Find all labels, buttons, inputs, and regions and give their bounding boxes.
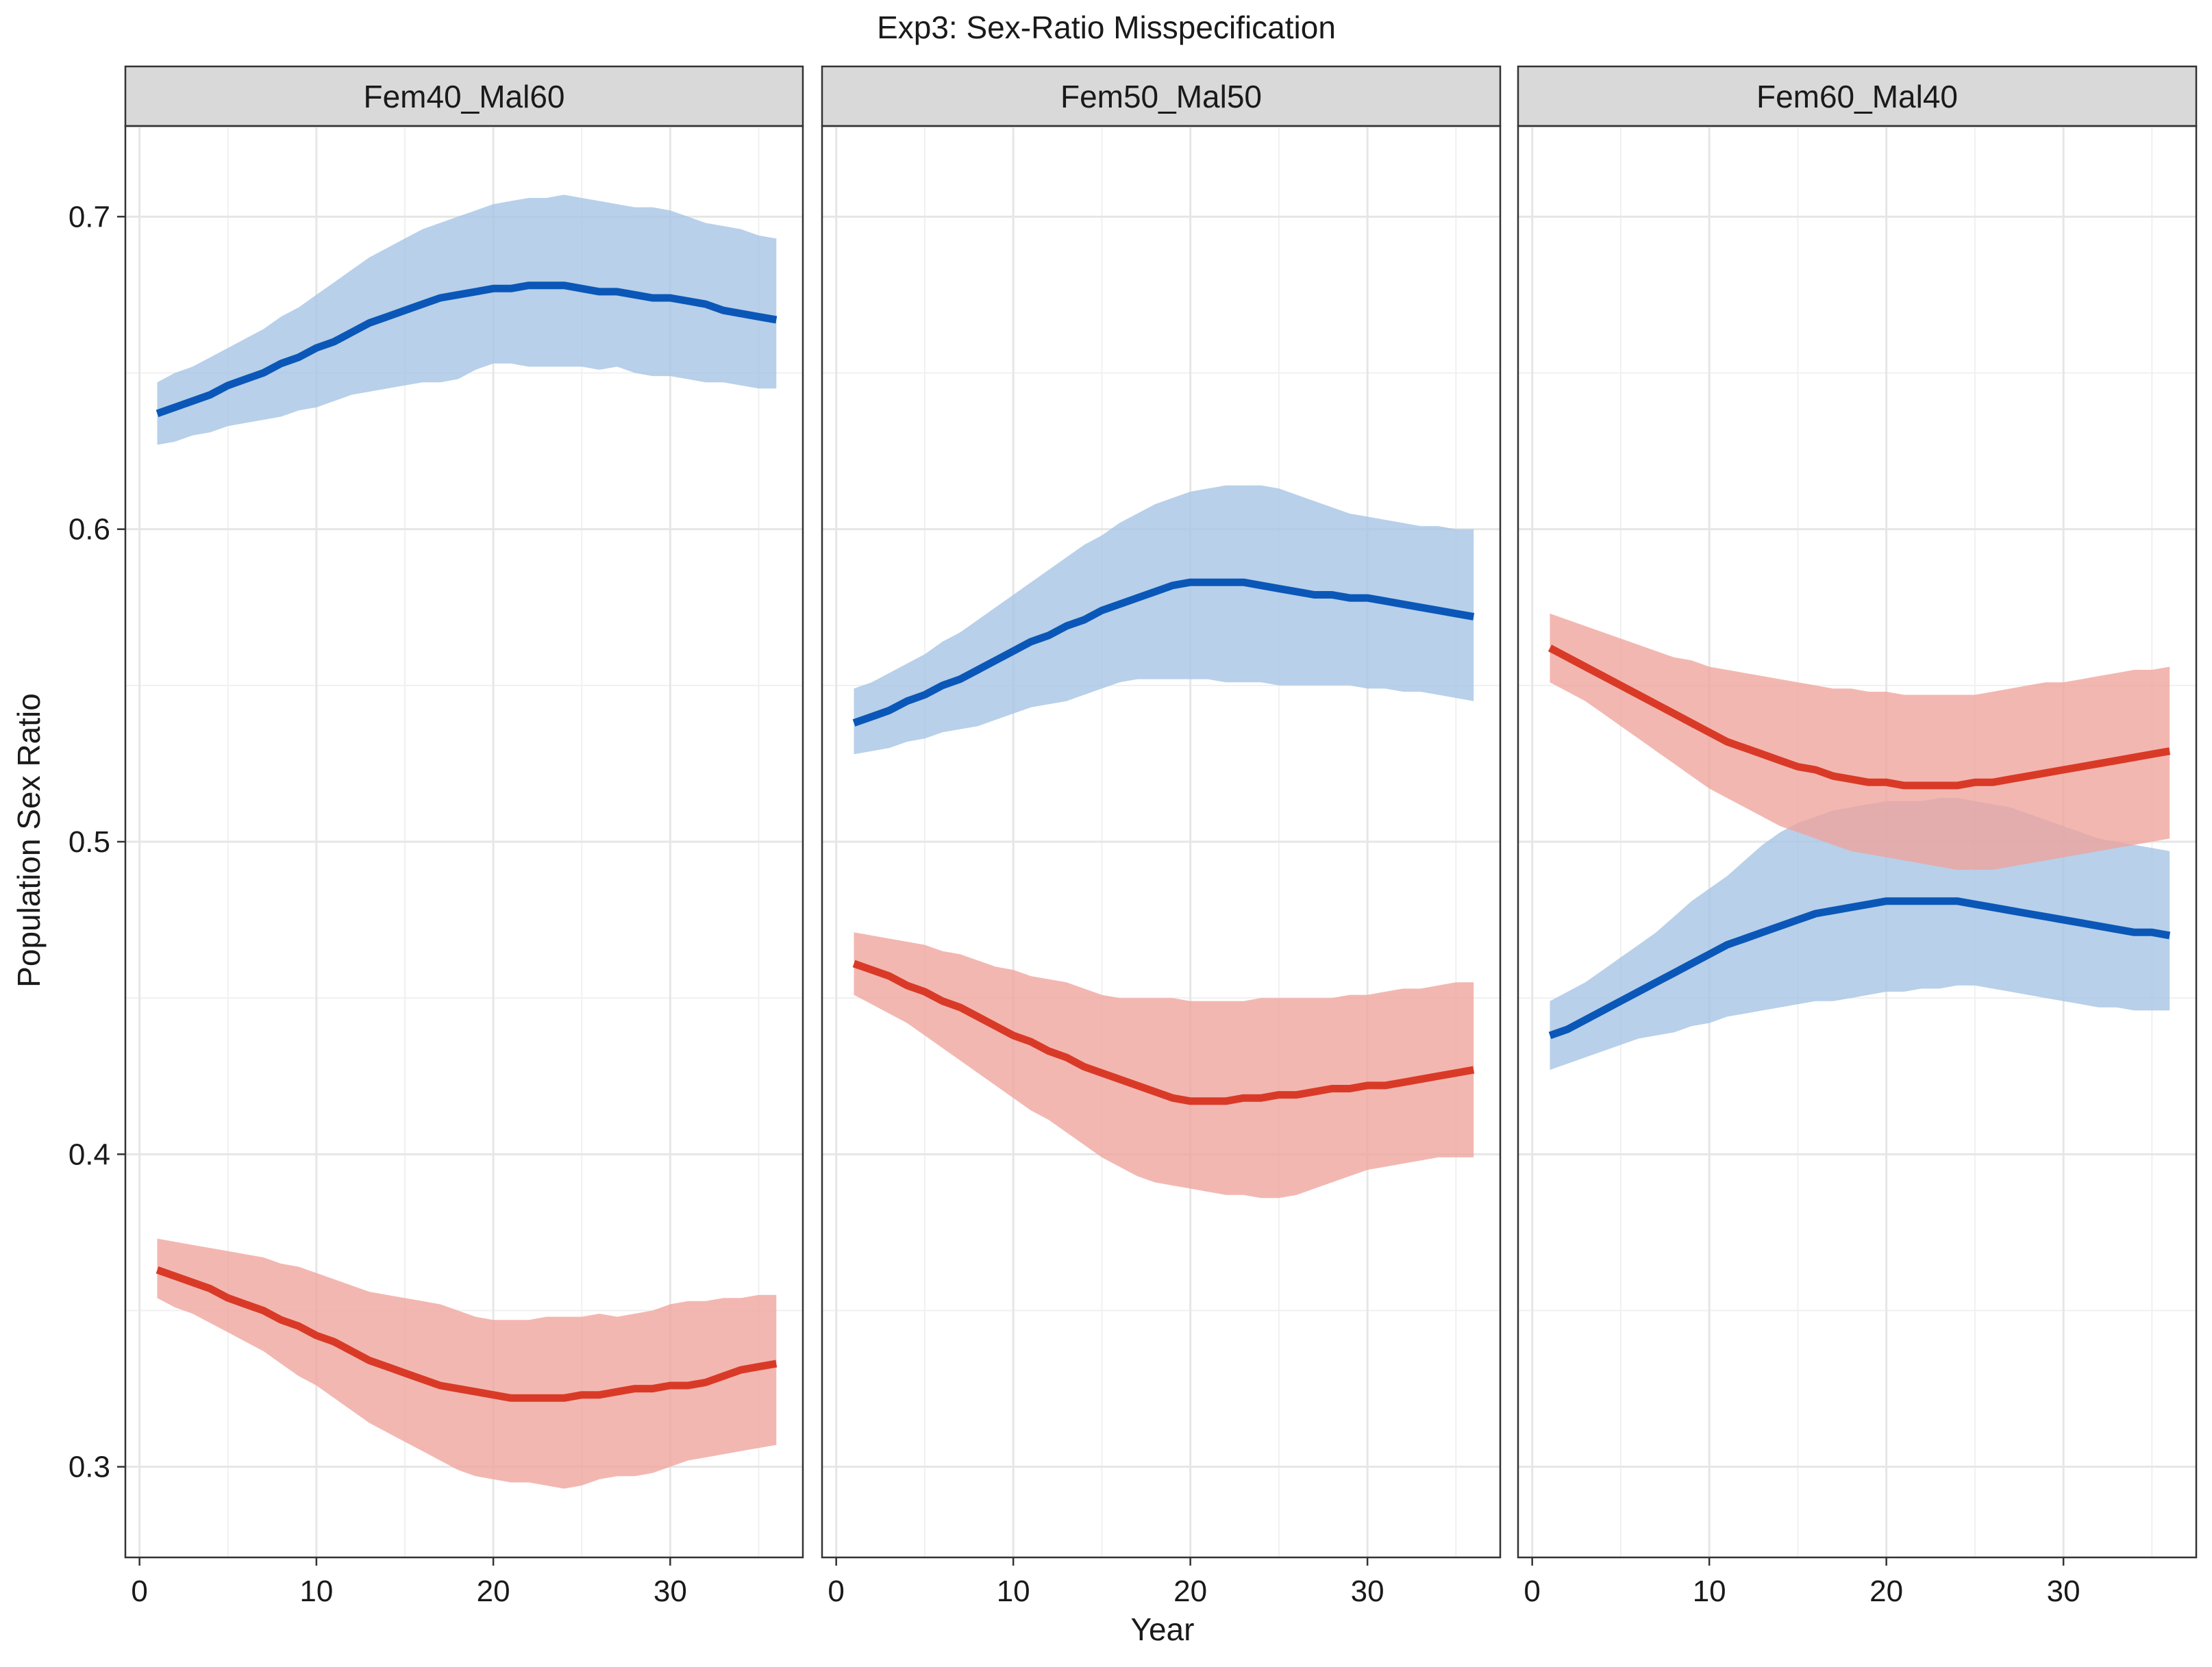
x-tick-label: 0 (828, 1575, 844, 1608)
x-tick-label: 20 (1173, 1575, 1207, 1608)
panels-layer: Fem40_Mal60 0 10 20 30 0.3 0.4 0.5 0.6 0.7 Fem50_M… (69, 65, 2198, 1608)
facet-strip (124, 65, 804, 127)
facet-strip-label: Fem60_Mal40 (1756, 79, 1958, 114)
x-tick-label: 30 (1351, 1575, 1384, 1608)
series-line-blue (852, 578, 1475, 727)
facet-strip (821, 65, 1502, 127)
x-tick-label: 10 (997, 1575, 1030, 1608)
confidence-band-red (1550, 613, 2170, 870)
facet-panel-2: Fem50_Mal50 0 10 20 30 (821, 65, 1502, 1608)
y-tick-label: 0.6 (69, 513, 110, 547)
confidence-band-red (854, 932, 1474, 1199)
series-line-red (156, 1266, 778, 1402)
confidence-band-red (157, 1238, 777, 1489)
y-tick-label: 0.5 (69, 825, 110, 859)
x-tick-label: 30 (2047, 1575, 2080, 1608)
facet-strip-label: Fem40_Mal60 (363, 79, 564, 114)
facet-strip-label: Fem50_Mal50 (1060, 79, 1262, 114)
y-tick-label: 0.3 (69, 1451, 110, 1484)
confidence-band-blue (854, 485, 1474, 755)
x-tick-label: 10 (1693, 1575, 1726, 1608)
chart-title: Exp3: Sex-Ratio Misspecification (877, 10, 1336, 45)
facet-panel-1: Fem40_Mal60 0 10 20 30 0.3 0.4 0.5 0.6 0.7 (69, 65, 804, 1608)
x-tick-label: 10 (299, 1575, 333, 1608)
x-tick-label: 0 (131, 1575, 147, 1608)
facet-panel-3: Fem60_Mal40 0 10 20 30 (1517, 65, 2198, 1608)
y-axis-label: Population Sex Ratio (11, 693, 47, 988)
panel-border (1517, 125, 2198, 1559)
series-line-blue (156, 281, 778, 417)
y-tick-label: 0.7 (69, 200, 110, 234)
series-line-red (852, 960, 1475, 1105)
x-tick-label: 0 (1524, 1575, 1540, 1608)
x-tick-label: 30 (654, 1575, 687, 1608)
series-line-blue (1548, 897, 2171, 1040)
y-tick-label: 0.4 (69, 1138, 110, 1171)
x-tick-label: 20 (1869, 1575, 1903, 1608)
x-tick-label: 20 (477, 1575, 510, 1608)
panel-border (821, 125, 1502, 1559)
confidence-band-blue (157, 195, 777, 445)
x-axis-label: Year (1131, 1612, 1195, 1647)
facet-strip (1517, 65, 2198, 127)
series-line-red (1548, 644, 2171, 790)
